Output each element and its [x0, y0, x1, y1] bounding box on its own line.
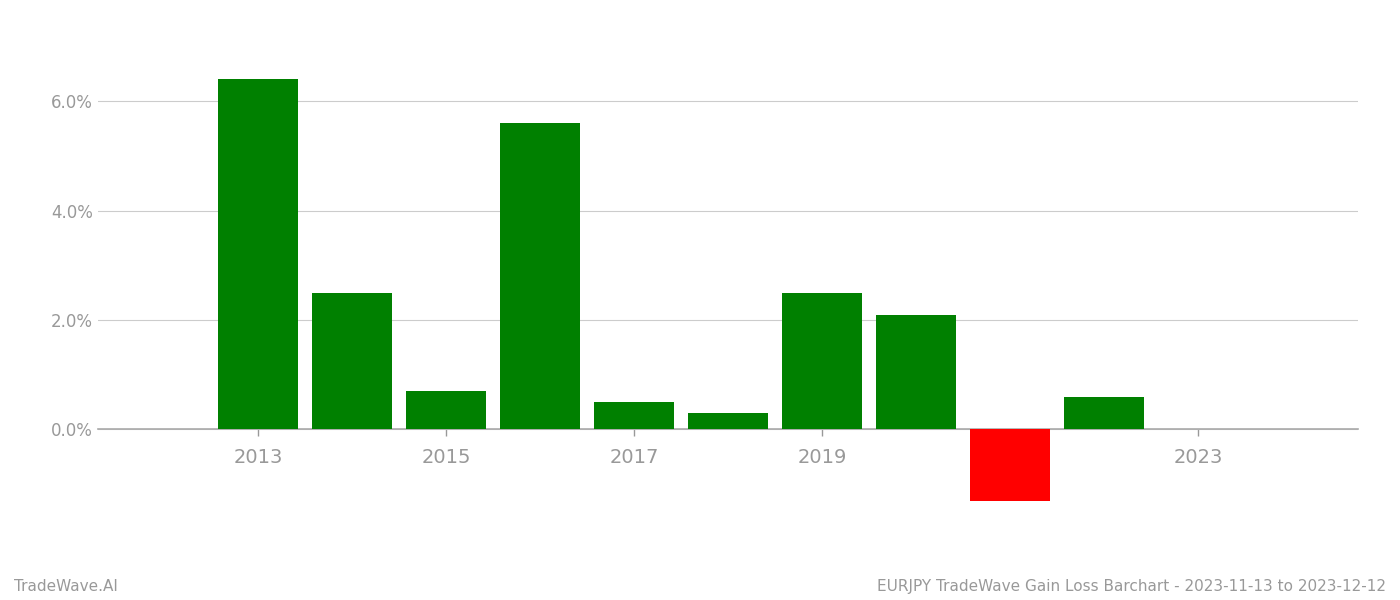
Bar — [500, 123, 580, 430]
Bar — [1064, 397, 1144, 430]
Bar — [406, 391, 486, 430]
Text: TradeWave.AI: TradeWave.AI — [14, 579, 118, 594]
Bar — [594, 402, 673, 430]
Bar — [970, 430, 1050, 500]
Bar — [783, 293, 862, 430]
Text: EURJPY TradeWave Gain Loss Barchart - 2023-11-13 to 2023-12-12: EURJPY TradeWave Gain Loss Barchart - 20… — [876, 579, 1386, 594]
Bar — [312, 293, 392, 430]
Bar — [687, 413, 769, 430]
Bar — [218, 79, 298, 430]
Bar — [876, 314, 956, 430]
